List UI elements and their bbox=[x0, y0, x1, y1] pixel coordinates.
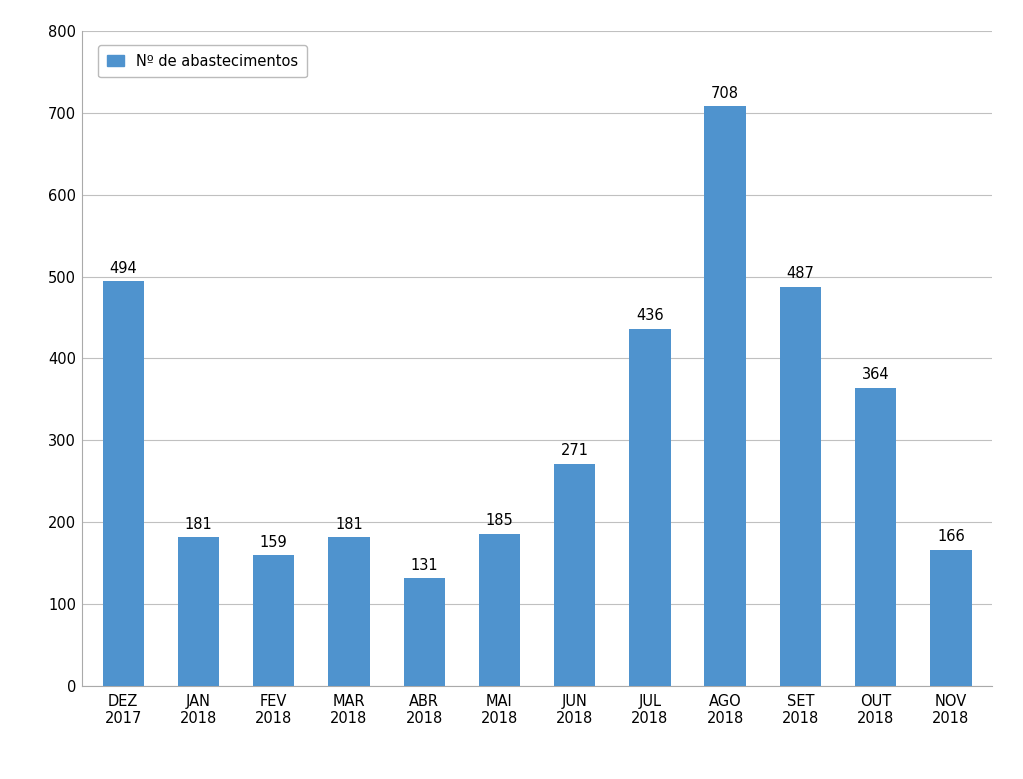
Text: 436: 436 bbox=[636, 308, 664, 323]
Text: 181: 181 bbox=[336, 516, 363, 532]
Bar bbox=[102, 281, 144, 686]
Text: 185: 185 bbox=[486, 513, 514, 528]
Text: 159: 159 bbox=[260, 534, 287, 550]
Text: 166: 166 bbox=[937, 529, 965, 544]
Bar bbox=[328, 538, 369, 686]
Bar bbox=[178, 538, 219, 686]
Bar bbox=[554, 464, 595, 686]
Bar bbox=[780, 287, 821, 686]
Text: 708: 708 bbox=[711, 86, 740, 100]
Text: 364: 364 bbox=[861, 367, 889, 382]
Bar bbox=[403, 578, 445, 686]
Bar bbox=[855, 388, 896, 686]
Bar bbox=[253, 555, 295, 686]
Text: 494: 494 bbox=[109, 261, 137, 276]
Bar bbox=[479, 534, 520, 686]
Text: 487: 487 bbox=[787, 266, 814, 281]
Bar bbox=[930, 550, 972, 686]
Text: 271: 271 bbox=[561, 443, 588, 458]
Legend: Nº de abastecimentos: Nº de abastecimentos bbox=[98, 45, 307, 77]
Bar bbox=[629, 329, 671, 686]
Bar bbox=[705, 107, 746, 686]
Text: 181: 181 bbox=[184, 516, 213, 532]
Text: 131: 131 bbox=[410, 558, 438, 573]
